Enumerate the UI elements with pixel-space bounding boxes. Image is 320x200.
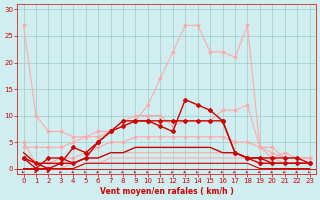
X-axis label: Vent moyen/en rafales ( km/h ): Vent moyen/en rafales ( km/h ) <box>100 187 234 196</box>
